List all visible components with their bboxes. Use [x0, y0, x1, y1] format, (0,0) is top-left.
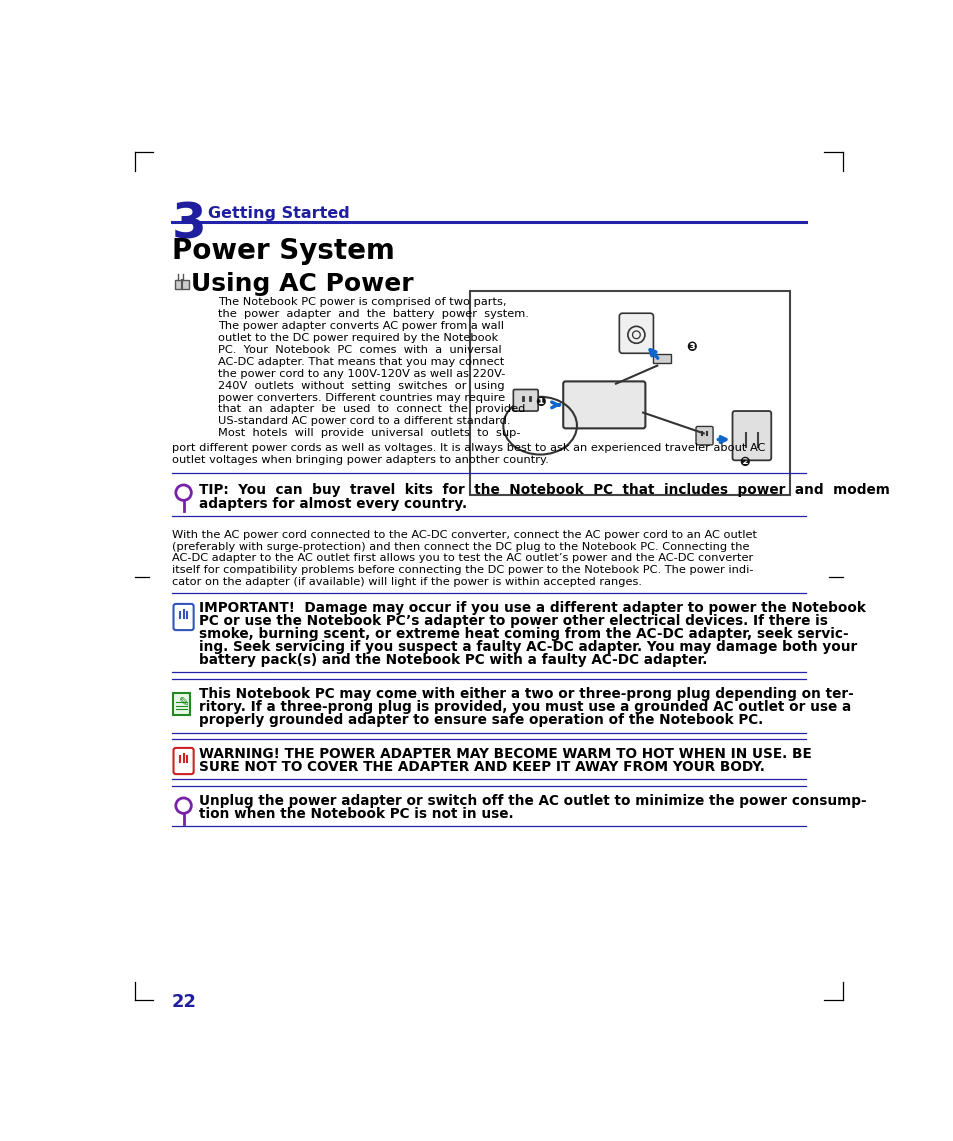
Text: ❶: ❶	[535, 396, 545, 410]
Text: ritory. If a three-prong plug is provided, you must use a grounded AC outlet or : ritory. If a three-prong plug is provide…	[199, 701, 850, 714]
Text: properly grounded adapter to ensure safe operation of the Notebook PC.: properly grounded adapter to ensure safe…	[199, 713, 762, 727]
Text: SURE NOT TO COVER THE ADAPTER AND KEEP IT AWAY FROM YOUR BODY.: SURE NOT TO COVER THE ADAPTER AND KEEP I…	[199, 760, 764, 775]
Text: Most  hotels  will  provide  universal  outlets  to  sup-: Most hotels will provide universal outle…	[218, 428, 520, 438]
Text: tion when the Notebook PC is not in use.: tion when the Notebook PC is not in use.	[199, 807, 513, 822]
Text: PC or use the Notebook PC’s adapter to power other electrical devices. If there : PC or use the Notebook PC’s adapter to p…	[199, 614, 827, 628]
Text: ✎: ✎	[179, 696, 190, 709]
Text: itself for compatibility problems before connecting the DC power to the Notebook: itself for compatibility problems before…	[172, 566, 753, 575]
Text: port different power cords as well as voltages. It is always best to ask an expe: port different power cords as well as vo…	[172, 443, 764, 453]
Text: ing. Seek servicing if you suspect a faulty AC-DC adapter. You may damage both y: ing. Seek servicing if you suspect a fau…	[199, 640, 857, 654]
Text: TIP:  You  can  buy  travel  kits  for  the  Notebook  PC  that  includes  power: TIP: You can buy travel kits for the Not…	[199, 484, 889, 497]
Text: Getting Started: Getting Started	[208, 207, 349, 221]
Text: smoke, burning scent, or extreme heat coming from the AC-DC adapter, seek servic: smoke, burning scent, or extreme heat co…	[199, 628, 848, 641]
FancyBboxPatch shape	[172, 694, 190, 714]
Text: that  an  adapter  be  used  to  connect  the  provided: that an adapter be used to connect the p…	[218, 405, 525, 414]
Text: power converters. Different countries may require: power converters. Different countries ma…	[218, 393, 505, 403]
Text: Unplug the power adapter or switch off the AC outlet to minimize the power consu: Unplug the power adapter or switch off t…	[199, 794, 865, 808]
Text: With the AC power cord connected to the AC-DC converter, connect the AC power co: With the AC power cord connected to the …	[172, 529, 756, 540]
Text: outlet to the DC power required by the Notebook: outlet to the DC power required by the N…	[218, 333, 498, 343]
FancyBboxPatch shape	[696, 427, 712, 445]
Text: IMPORTANT!  Damage may occur if you use a different adapter to power the Noteboo: IMPORTANT! Damage may occur if you use a…	[199, 601, 865, 615]
FancyBboxPatch shape	[174, 281, 189, 290]
Text: WARNING! THE POWER ADAPTER MAY BECOME WARM TO HOT WHEN IN USE. BE: WARNING! THE POWER ADAPTER MAY BECOME WA…	[199, 747, 811, 761]
Text: ❸: ❸	[685, 341, 696, 354]
Text: 240V  outlets  without  setting  switches  or  using: 240V outlets without setting switches or…	[218, 381, 504, 390]
Text: battery pack(s) and the Notebook PC with a faulty AC-DC adapter.: battery pack(s) and the Notebook PC with…	[199, 653, 707, 667]
FancyBboxPatch shape	[652, 354, 671, 363]
FancyBboxPatch shape	[732, 411, 770, 460]
FancyBboxPatch shape	[618, 314, 653, 354]
Text: AC-DC adapter. That means that you may connect: AC-DC adapter. That means that you may c…	[218, 357, 504, 366]
Text: outlet voltages when bringing power adapters to another country.: outlet voltages when bringing power adap…	[172, 454, 548, 464]
Text: ❷: ❷	[738, 456, 749, 469]
Text: Using AC Power: Using AC Power	[191, 272, 413, 296]
Text: the power cord to any 100V-120V as well as 220V-: the power cord to any 100V-120V as well …	[218, 369, 505, 379]
Text: cator on the adapter (if available) will light if the power is within accepted r: cator on the adapter (if available) will…	[172, 577, 641, 588]
Text: US-standard AC power cord to a different standard.: US-standard AC power cord to a different…	[218, 416, 511, 427]
Text: 3: 3	[172, 200, 207, 248]
Text: the  power  adapter  and  the  battery  power  system.: the power adapter and the battery power …	[218, 309, 529, 319]
Text: This Notebook PC may come with either a two or three-prong plug depending on ter: This Notebook PC may come with either a …	[199, 687, 853, 701]
Text: 22: 22	[172, 993, 196, 1011]
Text: PC.  Your  Notebook  PC  comes  with  a  universal: PC. Your Notebook PC comes with a univer…	[218, 345, 501, 355]
Text: adapters for almost every country.: adapters for almost every country.	[199, 496, 467, 510]
Text: The power adapter converts AC power from a wall: The power adapter converts AC power from…	[218, 321, 504, 331]
FancyBboxPatch shape	[562, 381, 645, 428]
FancyBboxPatch shape	[173, 604, 193, 630]
Text: AC-DC adapter to the AC outlet first allows you to test the AC outlet’s power an: AC-DC adapter to the AC outlet first all…	[172, 553, 753, 564]
FancyBboxPatch shape	[173, 747, 193, 774]
Text: (preferably with surge-protection) and then connect the DC plug to the Notebook : (preferably with surge-protection) and t…	[172, 542, 749, 551]
Text: The Notebook PC power is comprised of two parts,: The Notebook PC power is comprised of tw…	[218, 297, 506, 307]
FancyBboxPatch shape	[513, 389, 537, 411]
FancyBboxPatch shape	[469, 291, 790, 495]
Text: Power System: Power System	[172, 237, 395, 265]
